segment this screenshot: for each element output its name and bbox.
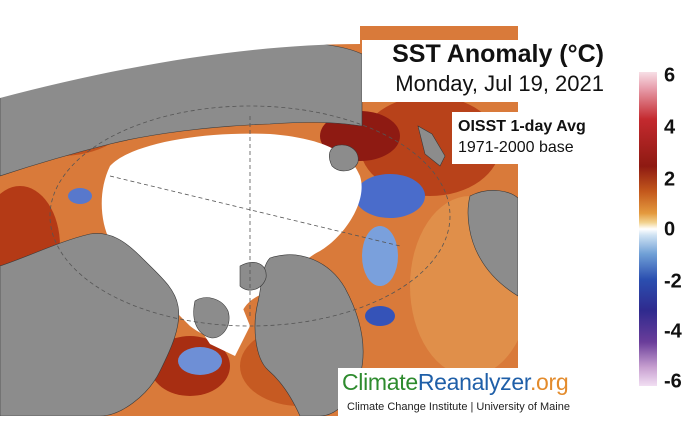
product-block: OISST 1-day Avg 1971-2000 base bbox=[452, 112, 617, 164]
base-period-label: 1971-2000 base bbox=[458, 139, 574, 156]
land-greenland bbox=[254, 254, 364, 416]
map-date: Monday, Jul 19, 2021 bbox=[395, 71, 604, 96]
logo-org: .org bbox=[529, 369, 569, 395]
map-corner-mask bbox=[0, 26, 360, 98]
colorbar-tick-6: 6 bbox=[664, 64, 676, 87]
graticule bbox=[49, 105, 451, 327]
logo-climate: Climate bbox=[342, 369, 418, 395]
colorbar-tick-0: 0 bbox=[664, 218, 676, 241]
product-label: OISST 1-day Avg bbox=[458, 118, 586, 135]
colorbar-tick-m4: -4 bbox=[664, 320, 682, 343]
credit-line: Climate Change Institute | University of… bbox=[347, 401, 570, 413]
colorbar-tick-m6: -6 bbox=[664, 370, 682, 393]
land-north-america bbox=[0, 233, 180, 416]
colorbar bbox=[639, 72, 657, 386]
climate-reanalyzer-logo[interactable]: ClimateReanalyzer.org bbox=[342, 369, 569, 396]
land-ellesmere bbox=[239, 262, 267, 291]
logo-reanalyzer: Reanalyzer bbox=[417, 369, 530, 395]
logo-block: ClimateReanalyzer.org Climate Change Ins… bbox=[338, 368, 604, 420]
colorbar-tick-m2: -2 bbox=[664, 270, 682, 293]
title-block: SST Anomaly (°C) Monday, Jul 19, 2021 bbox=[362, 40, 612, 102]
land-novaya-zemlya bbox=[417, 125, 446, 167]
map-title: SST Anomaly (°C) bbox=[392, 40, 604, 68]
colorbar-tick-2: 2 bbox=[664, 168, 676, 191]
land-scandinavia bbox=[467, 190, 518, 297]
land-baffin bbox=[193, 297, 230, 339]
colorbar-tick-4: 4 bbox=[664, 116, 676, 139]
land-svalbard bbox=[329, 144, 359, 172]
